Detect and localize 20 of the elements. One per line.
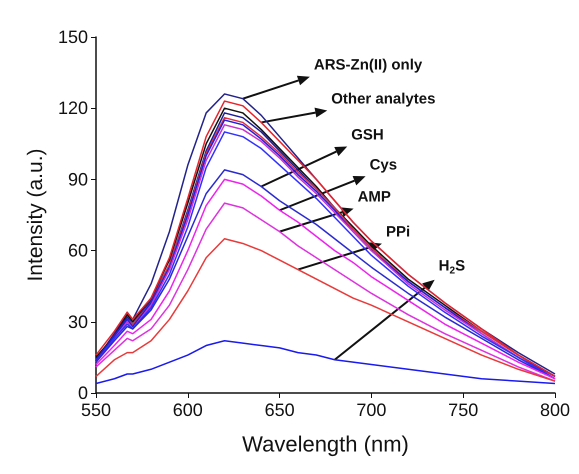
annotation: ARS-Zn(II) only (314, 56, 423, 74)
x-tick-label: 600 (172, 400, 203, 420)
y-tick-label: 90 (68, 169, 88, 190)
x-tick-label: 750 (448, 400, 478, 420)
y-tick-label: 0 (78, 383, 88, 403)
x-tick-label: 650 (264, 400, 295, 420)
annotation: Cys (370, 156, 398, 174)
x-tick-label: 800 (540, 400, 570, 420)
annotation: PPi (386, 224, 410, 241)
x-tick-label: 700 (356, 400, 386, 420)
y-tick-label: 120 (58, 98, 88, 118)
annotation: GSH (351, 126, 384, 144)
y-tick-label: 60 (68, 240, 88, 261)
y-tick-label: 30 (68, 312, 88, 332)
x-axis-title: Wavelength (nm) (242, 432, 409, 456)
annotation: AMP (358, 188, 391, 206)
y-tick-label: 150 (58, 27, 88, 47)
y-axis-title: Intensity (a.u.) (24, 148, 47, 282)
annotation: Other analytes (331, 90, 436, 108)
x-tick-label: 550 (80, 400, 112, 420)
